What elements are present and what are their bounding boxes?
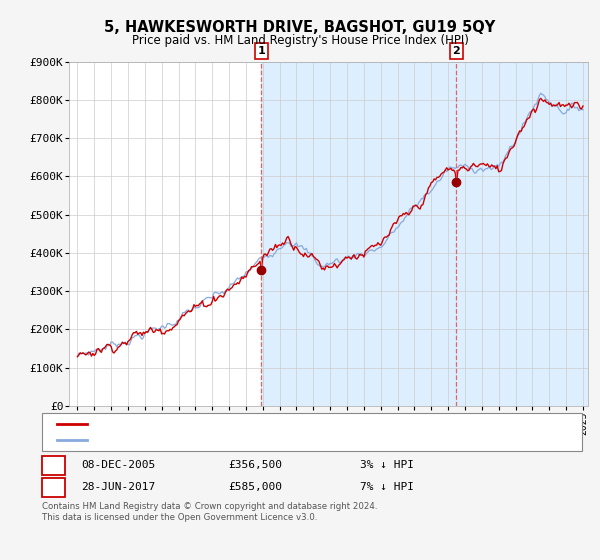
Bar [457,62,592,406]
Text: This data is licensed under the Open Government Licence v3.0.: This data is licensed under the Open Gov… [42,514,317,522]
Text: 1: 1 [50,458,57,472]
Text: 7% ↓ HPI: 7% ↓ HPI [360,482,414,492]
Text: 5, HAWKESWORTH DRIVE, BAGSHOT, GU19 5QY (detached house): 5, HAWKESWORTH DRIVE, BAGSHOT, GU19 5QY … [93,419,437,429]
Text: £356,500: £356,500 [228,460,282,470]
Text: 08-DEC-2005: 08-DEC-2005 [81,460,155,470]
Text: Price paid vs. HM Land Registry's House Price Index (HPI): Price paid vs. HM Land Registry's House … [131,34,469,46]
Text: 28-JUN-2017: 28-JUN-2017 [81,482,155,492]
Text: Contains HM Land Registry data © Crown copyright and database right 2024.: Contains HM Land Registry data © Crown c… [42,502,377,511]
Text: 2: 2 [50,480,57,494]
Text: 1: 1 [257,46,265,56]
Text: 5, HAWKESWORTH DRIVE, BAGSHOT, GU19 5QY: 5, HAWKESWORTH DRIVE, BAGSHOT, GU19 5QY [104,20,496,35]
Text: 3% ↓ HPI: 3% ↓ HPI [360,460,414,470]
Text: £585,000: £585,000 [228,482,282,492]
Text: 2: 2 [452,46,460,56]
Text: HPI: Average price, detached house, Surrey Heath: HPI: Average price, detached house, Surr… [93,435,355,445]
Bar [262,62,457,406]
